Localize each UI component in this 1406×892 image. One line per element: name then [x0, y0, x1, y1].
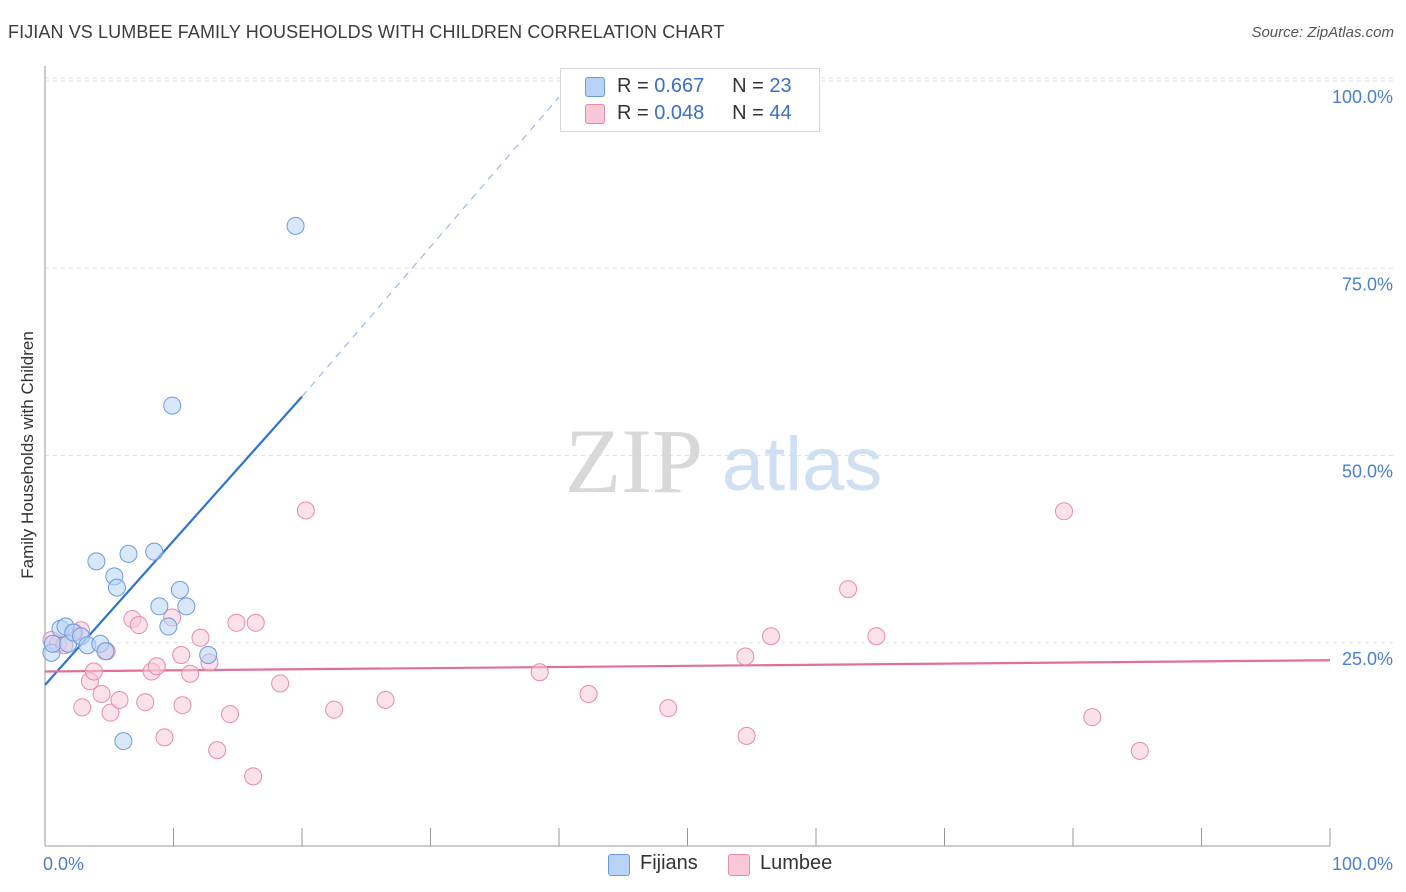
lumbee-point: [376, 690, 395, 709]
lumbee-point: [296, 501, 315, 520]
chart-title: FIJIAN VS LUMBEE FAMILY HOUSEHOLDS WITH …: [8, 22, 725, 42]
x-tick-label: 100.0%: [1332, 854, 1393, 874]
fijians-trend-extension: [301, 96, 560, 397]
lumbee-point: [208, 741, 227, 760]
lumbee-point: [101, 703, 120, 722]
legend-n-value-fijians: 23: [769, 75, 792, 97]
trend-lines: [44, 96, 1331, 686]
lumbee-point: [271, 674, 290, 693]
lumbee-point: [136, 693, 155, 712]
legend-n-label: N =: [732, 75, 764, 97]
fijians-point: [159, 617, 178, 636]
y-tick-label: 75.0%: [1342, 274, 1393, 294]
lumbee-point: [227, 613, 246, 632]
lumbee-legend-swatch: [728, 854, 750, 876]
lumbee-point: [92, 684, 111, 703]
lumbee-point: [737, 726, 756, 745]
lumbee-point: [181, 664, 200, 683]
fijians-point: [170, 580, 189, 599]
lumbee-point: [73, 698, 92, 717]
lumbee-point: [246, 613, 265, 632]
fijians-point: [150, 597, 169, 616]
data-points: [42, 216, 1149, 786]
fijians-legend-label: Fijians: [640, 852, 698, 874]
grid-lines: [45, 77, 1395, 644]
lumbee-point: [129, 616, 148, 635]
lumbee-point: [530, 663, 549, 682]
lumbee-point: [147, 657, 166, 676]
lumbee-point: [155, 728, 174, 747]
watermark-atlas: atlas: [722, 422, 883, 507]
watermark-zip: ZIP: [565, 410, 703, 512]
fijians-point: [163, 396, 182, 415]
lumbee-trend-line: [44, 659, 1331, 673]
lumbee-swatch: [585, 104, 605, 124]
lumbee-legend-label: Lumbee: [760, 852, 833, 874]
y-tick-label: 25.0%: [1342, 649, 1393, 669]
legend-r-value-fijians: 0.667: [654, 75, 705, 97]
lumbee-point: [191, 628, 210, 647]
y-tick-label: 50.0%: [1342, 462, 1393, 482]
lumbee-point: [173, 696, 192, 715]
lumbee-point: [867, 627, 886, 646]
y-tick-labels: 25.0% 50.0% 75.0% 100.0%: [1332, 87, 1393, 669]
lumbee-point: [1130, 741, 1149, 760]
lumbee-point: [579, 684, 598, 703]
fijians-point: [43, 634, 62, 653]
x-tick-label: 0.0%: [43, 854, 84, 874]
lumbee-point: [84, 662, 103, 681]
y-axis-label: Family Households with Children: [18, 331, 37, 579]
fijians-point: [199, 646, 218, 665]
lumbee-point: [172, 646, 191, 665]
axes: [44, 66, 1331, 847]
lumbee-point: [244, 767, 263, 786]
fijians-point: [145, 542, 164, 561]
lumbee-point: [110, 690, 129, 709]
fijians-point: [87, 552, 106, 571]
fijians-point: [96, 642, 115, 661]
fijians-point: [177, 597, 196, 616]
lumbee-point: [1055, 502, 1074, 521]
lumbee-point: [221, 705, 240, 724]
source-label: Source: ZipAtlas.com: [1251, 24, 1394, 41]
fijians-point: [286, 216, 305, 235]
fijians-point: [119, 544, 138, 563]
y-tick-label: 100.0%: [1332, 87, 1393, 107]
lumbee-point: [325, 700, 344, 719]
legend-r-label: R =: [617, 102, 649, 124]
fijians-point: [107, 578, 126, 597]
legend-n-label: N =: [732, 102, 764, 124]
legend-r-label: R =: [617, 75, 649, 97]
lumbee-point: [839, 580, 858, 599]
correlation-legend: R = 0.667 N = 23 R = 0.048 N = 44: [560, 68, 820, 132]
x-tick-labels: 0.0% 100.0%: [43, 854, 1393, 874]
fijians-legend-swatch: [608, 854, 630, 876]
fijians-swatch: [585, 77, 605, 97]
lumbee-point: [762, 627, 781, 646]
fijians-point: [114, 732, 133, 751]
lumbee-point: [736, 647, 755, 666]
lumbee-point: [659, 699, 678, 718]
legend-r-value-lumbee: 0.048: [654, 102, 705, 124]
legend-n-value-lumbee: 44: [769, 102, 792, 124]
lumbee-point: [1083, 708, 1102, 727]
